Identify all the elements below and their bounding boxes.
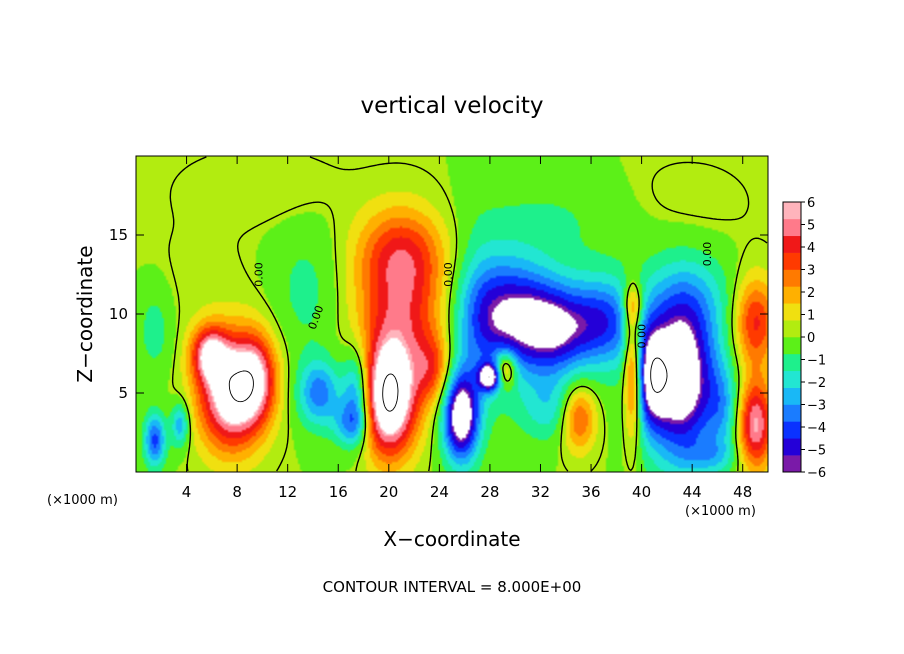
x-tick-label: 24 <box>430 483 449 501</box>
colorbar-tick-label: 1 <box>807 309 815 324</box>
colorbar-tick-label: −6 <box>807 466 826 481</box>
colorbar-swatch <box>783 202 801 220</box>
colorbar-swatch <box>783 404 801 422</box>
colorbar-swatch <box>783 269 801 287</box>
x-tick-label: 8 <box>232 483 242 501</box>
colorbar-swatch <box>783 370 801 388</box>
contour-negative <box>488 357 668 393</box>
x-tick-label: 12 <box>278 483 297 501</box>
y-tick-label: 5 <box>118 384 128 402</box>
colorbar-swatch <box>783 387 801 405</box>
contour-label: 0.00 <box>635 324 648 349</box>
x-tick-label: 32 <box>531 483 550 501</box>
colorbar-swatch <box>783 337 801 355</box>
x-tick-label: 44 <box>683 483 702 501</box>
colorbar-tick-label: 5 <box>807 219 815 234</box>
x-unit-label-right: (×1000 m) <box>685 504 756 519</box>
y-axis-title: Z−coordinate <box>73 245 97 382</box>
x-tick-label: 16 <box>329 483 348 501</box>
x-tick-label: 48 <box>733 483 752 501</box>
colorbar-swatch <box>783 286 801 304</box>
colorbar-tick-label: −3 <box>807 399 826 414</box>
colorbar: 6 5 4 3 2 1 0 −1 −2 −3 −4 −5 −6 <box>782 196 826 481</box>
colorbar-swatch <box>783 455 801 473</box>
x-axis-title: X−coordinate <box>383 527 520 551</box>
x-axis-ticks: 4 8 12 16 20 24 28 32 36 40 44 48 <box>182 156 752 501</box>
x-tick-label: 40 <box>632 483 651 501</box>
contour-positive <box>228 370 399 412</box>
colorbar-swatch <box>783 320 801 338</box>
y-tick-label: 15 <box>109 226 128 244</box>
colorbar-swatch <box>783 252 801 270</box>
colorbar-swatch <box>783 235 801 253</box>
x-unit-label-left: (×1000 m) <box>47 493 118 508</box>
x-tick-label: 36 <box>581 483 600 501</box>
contour-labels: 0.000.000.000.000.00 <box>252 242 714 349</box>
colorbar-swatch <box>783 303 801 321</box>
colorbar-tick-label: −5 <box>807 444 826 459</box>
colorbar-tick-label: −2 <box>807 376 826 391</box>
colorbar-tick-label: −4 <box>807 421 826 436</box>
y-tick-label: 10 <box>109 305 128 323</box>
chart-title: vertical velocity <box>361 93 544 119</box>
colorbar-swatch <box>783 218 801 237</box>
contour-interval-note: CONTOUR INTERVAL = 8.000E+00 <box>323 578 582 596</box>
x-tick-label: 4 <box>182 483 192 501</box>
contour-label: 0.00 <box>701 242 714 267</box>
contour-zero <box>168 156 768 472</box>
colorbar-tick-label: 3 <box>807 264 815 279</box>
colorbar-swatch <box>783 438 801 456</box>
colorbar-swatch <box>783 421 801 439</box>
colorbar-tick-label: 6 <box>807 196 815 211</box>
velocity-field <box>136 156 768 472</box>
colorbar-tick-label: 2 <box>807 286 815 301</box>
zero-contour-lines <box>168 156 768 472</box>
x-tick-label: 28 <box>480 483 499 501</box>
contour-label: 0.00 <box>252 262 265 287</box>
colorbar-swatch <box>783 353 801 372</box>
plot-area: 0.000.000.000.000.00 4 8 12 16 20 24 28 32 36 40 4… <box>109 155 769 501</box>
colorbar-tick-label: 4 <box>807 241 815 256</box>
colorbar-tick-label: 0 <box>807 331 815 346</box>
y-axis-ticks: 5 10 15 <box>109 226 768 402</box>
contour-label: 0.00 <box>442 262 455 287</box>
x-tick-label: 20 <box>379 483 398 501</box>
colorbar-tick-label: −1 <box>807 354 826 369</box>
